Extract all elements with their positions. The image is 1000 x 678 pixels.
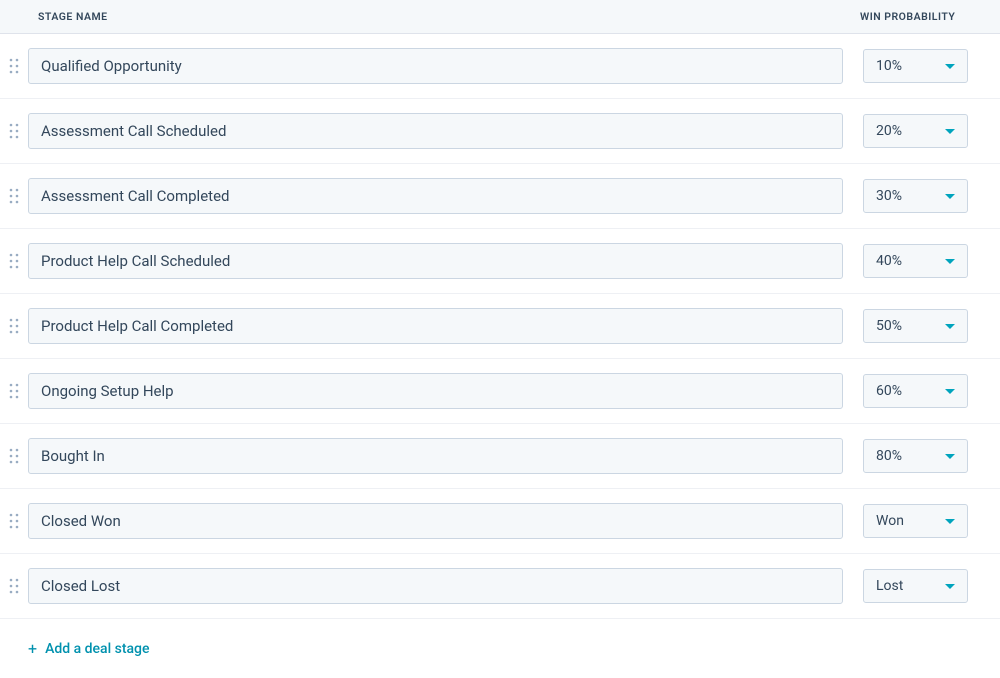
drag-handle-icon xyxy=(9,383,19,399)
chevron-down-icon xyxy=(945,64,955,69)
win-probability-select[interactable]: 20% xyxy=(863,114,968,148)
chevron-down-icon xyxy=(945,584,955,589)
stage-name-input[interactable] xyxy=(28,373,843,409)
chevron-down-icon xyxy=(945,389,955,394)
win-probability-select[interactable]: 50% xyxy=(863,309,968,343)
drag-handle[interactable] xyxy=(0,123,28,139)
drag-handle-icon xyxy=(9,318,19,334)
win-probability-value: 60% xyxy=(876,383,902,399)
stage-row: 10% xyxy=(0,34,1000,99)
drag-handle-icon xyxy=(9,448,19,464)
drag-handle[interactable] xyxy=(0,578,28,594)
stage-row: Lost xyxy=(0,554,1000,619)
win-probability-select[interactable]: 60% xyxy=(863,374,968,408)
win-probability-select[interactable]: Lost xyxy=(863,569,968,603)
win-probability-value: 50% xyxy=(876,318,902,334)
chevron-down-icon xyxy=(945,324,955,329)
stage-name-input[interactable] xyxy=(28,568,843,604)
drag-handle-icon xyxy=(9,123,19,139)
stage-name-input[interactable] xyxy=(28,48,843,84)
win-probability-value: Won xyxy=(876,513,904,529)
stage-row: Won xyxy=(0,489,1000,554)
stage-name-input[interactable] xyxy=(28,243,843,279)
drag-handle-icon xyxy=(9,58,19,74)
table-header: STAGE NAME WIN PROBABILITY xyxy=(0,0,1000,34)
chevron-down-icon xyxy=(945,259,955,264)
win-probability-select[interactable]: 40% xyxy=(863,244,968,278)
chevron-down-icon xyxy=(945,129,955,134)
drag-handle[interactable] xyxy=(0,188,28,204)
drag-handle-icon xyxy=(9,253,19,269)
stage-name-input[interactable] xyxy=(28,308,843,344)
win-probability-value: 10% xyxy=(876,58,902,74)
stage-row: 40% xyxy=(0,229,1000,294)
stage-row: 30% xyxy=(0,164,1000,229)
drag-handle[interactable] xyxy=(0,318,28,334)
drag-handle[interactable] xyxy=(0,448,28,464)
chevron-down-icon xyxy=(945,519,955,524)
stage-row: 60% xyxy=(0,359,1000,424)
header-win-probability: WIN PROBABILITY xyxy=(860,10,1000,23)
stage-row: 50% xyxy=(0,294,1000,359)
stage-name-input[interactable] xyxy=(28,438,843,474)
stage-row: 20% xyxy=(0,99,1000,164)
add-deal-stage-button[interactable]: + Add a deal stage xyxy=(28,639,149,658)
win-probability-value: Lost xyxy=(876,578,903,594)
stage-name-input[interactable] xyxy=(28,178,843,214)
win-probability-select[interactable]: Won xyxy=(863,504,968,538)
win-probability-value: 20% xyxy=(876,123,902,139)
stage-name-input[interactable] xyxy=(28,113,843,149)
drag-handle-icon xyxy=(9,188,19,204)
drag-handle[interactable] xyxy=(0,513,28,529)
win-probability-select[interactable]: 80% xyxy=(863,439,968,473)
deal-stages-table: STAGE NAME WIN PROBABILITY 10% 20% 30% 4… xyxy=(0,0,1000,678)
chevron-down-icon xyxy=(945,454,955,459)
stage-name-input[interactable] xyxy=(28,503,843,539)
chevron-down-icon xyxy=(945,194,955,199)
drag-handle-icon xyxy=(9,513,19,529)
win-probability-select[interactable]: 10% xyxy=(863,49,968,83)
drag-handle[interactable] xyxy=(0,58,28,74)
plus-icon: + xyxy=(28,639,37,658)
header-stage-name: STAGE NAME xyxy=(28,10,860,23)
win-probability-select[interactable]: 30% xyxy=(863,179,968,213)
add-deal-stage-label: Add a deal stage xyxy=(45,641,149,657)
header-spacer xyxy=(0,10,28,23)
add-stage-row: + Add a deal stage xyxy=(0,619,1000,678)
stage-row: 80% xyxy=(0,424,1000,489)
win-probability-value: 30% xyxy=(876,188,902,204)
win-probability-value: 40% xyxy=(876,253,902,269)
drag-handle[interactable] xyxy=(0,253,28,269)
win-probability-value: 80% xyxy=(876,448,902,464)
stage-rows: 10% 20% 30% 40% 50% 60% 80% Won Lost xyxy=(0,34,1000,619)
drag-handle-icon xyxy=(9,578,19,594)
drag-handle[interactable] xyxy=(0,383,28,399)
